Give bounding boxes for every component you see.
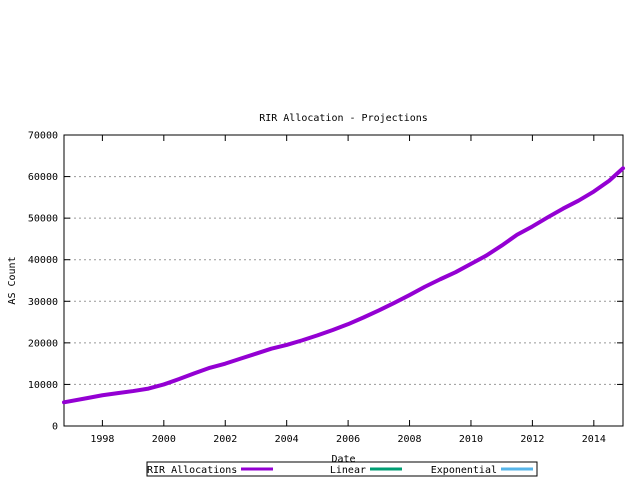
series-point [500,244,504,248]
series-point [561,207,565,211]
series-point [607,179,611,183]
x-axis-ticks: 1998 2000 2002 2004 2006 2008 2010 2012 2014 [90,135,606,445]
y-tick-label: 20000 [28,338,58,349]
series-point [239,357,243,361]
y-tick-label: 40000 [28,255,58,266]
series-point [208,366,212,370]
series-point [285,343,289,347]
series-point [131,389,135,393]
y-tick-label: 50000 [28,214,58,225]
y-axis-label: AS Count [7,256,18,304]
series-point [423,285,427,289]
series-point [100,393,104,397]
series-point [346,322,350,326]
x-tick-label: 2006 [336,434,360,445]
legend-box [146,461,538,477]
series-point [315,333,319,337]
legend-label-linear: Linear [330,465,366,476]
series-point [438,277,442,281]
series-point [361,315,365,319]
y-tick-label: 70000 [28,131,58,142]
series-point [162,382,166,386]
series-point [254,352,258,356]
series-point [146,387,150,391]
series-point [116,391,120,395]
y-axis-ticks: 0 10000 20000 30000 40000 50000 60000 70000 [28,131,623,433]
series-layer [62,166,625,405]
series-point [392,301,396,305]
series-point [515,233,519,237]
series-point [269,347,273,351]
legend-label-rir-allocations: RIR Allocations [147,465,237,476]
x-axis-label: Date [331,454,355,465]
x-tick-label: 2010 [459,434,483,445]
series-point [621,166,625,170]
legend-label-exponential: Exponential [431,465,497,476]
y-tick-label: 0 [52,422,58,433]
x-tick-label: 2012 [520,434,544,445]
y-tick-label: 60000 [28,172,58,183]
plot-frame [63,134,624,427]
series-point [193,371,197,375]
series-point [454,270,458,274]
x-tick-label: 2002 [213,434,237,445]
series-point [592,190,596,194]
x-tick-label: 1998 [90,434,114,445]
x-tick-label: 2000 [152,434,176,445]
series-point [62,400,66,404]
grid-lines [64,176,623,385]
series-point [300,338,304,342]
series-point [576,199,580,203]
series-point [546,215,550,219]
x-tick-label: 2008 [397,434,421,445]
series-point [223,362,227,366]
legend: RIR Allocations Linear Exponential [146,461,538,477]
x-tick-label: 2014 [582,434,606,445]
y-tick-label: 30000 [28,297,58,308]
series-point [85,396,89,400]
chart-title: RIR Allocation - Projections [259,113,428,124]
series-point [530,224,534,228]
x-tick-label: 2004 [275,434,299,445]
series-point [331,328,335,332]
series-point [177,377,181,381]
series-point [408,293,412,297]
y-tick-label: 10000 [28,380,58,391]
series-point [377,308,381,312]
series-point [484,254,488,258]
series-point [469,262,473,266]
